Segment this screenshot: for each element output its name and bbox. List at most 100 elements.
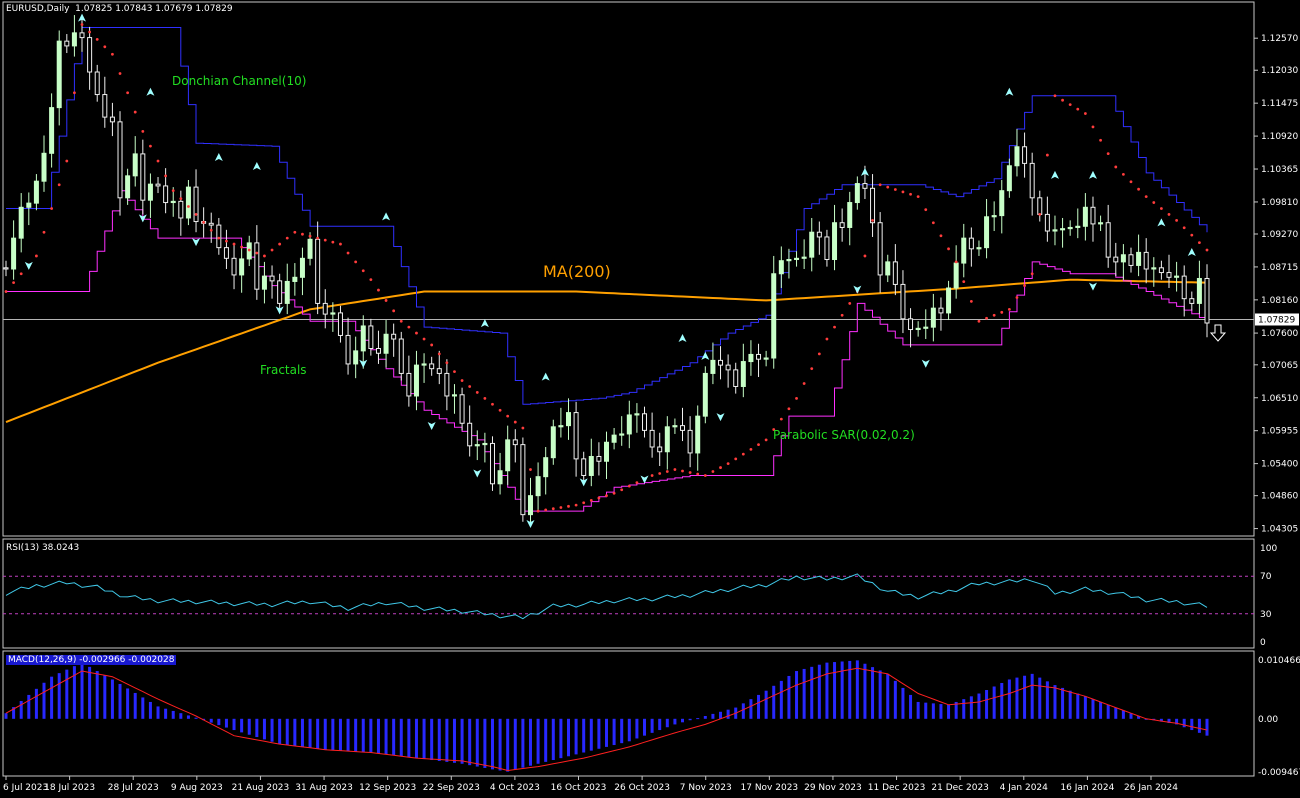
price-tick-label: 1.04305	[1261, 525, 1298, 535]
candle-body	[489, 442, 495, 485]
candle-body	[170, 200, 176, 204]
sar-dot	[840, 313, 844, 317]
sar-dot	[536, 509, 540, 513]
date-tick-label: 18 Jul 2023	[44, 783, 95, 793]
macd-hist-bar	[726, 709, 730, 719]
sar-dot	[430, 343, 434, 347]
sar-dot	[719, 466, 722, 469]
sar-dot	[126, 91, 130, 95]
macd-hist-bar	[772, 685, 776, 719]
macd-hist-bar	[665, 718, 669, 728]
date-tick-label: 21 Dec 2023	[931, 783, 989, 793]
macd-hist-bar	[1015, 677, 1019, 719]
sar-dot	[749, 447, 753, 451]
rsi-tick-label: 100	[1260, 544, 1277, 554]
macd-hist-bar	[1045, 681, 1049, 719]
candle-body	[778, 260, 784, 275]
sar-dot	[1167, 213, 1171, 216]
candle-body	[330, 312, 336, 315]
macd-hist-bar	[34, 688, 38, 719]
sar-dot	[377, 288, 380, 292]
macd-hist-bar	[217, 718, 221, 726]
candle-body	[892, 261, 898, 285]
fractal-down-icon	[24, 261, 33, 270]
sar-dot	[1061, 98, 1064, 102]
sar-dot	[164, 174, 168, 178]
fractal-up-icon	[1157, 218, 1166, 227]
sar-dot	[802, 382, 806, 385]
sar-dot	[871, 218, 874, 222]
macd-hist-bar	[749, 699, 753, 719]
macd-hist-bar	[270, 718, 274, 742]
sar-dot	[308, 234, 312, 238]
candle-body	[178, 200, 184, 219]
fractal-down-icon	[716, 413, 725, 422]
sar-dot	[4, 290, 8, 293]
candle-body	[185, 186, 191, 219]
candle-body	[436, 368, 442, 374]
macd-hist-bar	[50, 676, 54, 719]
sar-dot	[711, 470, 715, 473]
macd-hist-bar	[27, 694, 31, 719]
sar-dot	[817, 352, 821, 356]
rsi-tick-label: 0	[1260, 638, 1266, 648]
candle-body	[809, 231, 815, 258]
macd-hist-bar	[1106, 704, 1110, 719]
macd-hist-bar	[779, 680, 783, 719]
donchian-annotation: Donchian Channel(10)	[172, 74, 307, 88]
sar-dot	[415, 331, 418, 335]
date-tick-label: 26 Jan 2024	[1124, 783, 1178, 793]
candle-body	[748, 353, 754, 363]
candle-body	[79, 32, 85, 39]
sar-dot	[141, 129, 145, 133]
price-tick-label: 1.07600	[1261, 329, 1298, 339]
fractal-up-icon	[1187, 247, 1196, 256]
macd-hist-bar	[650, 718, 654, 733]
sar-dot	[422, 337, 426, 341]
candle-body	[801, 256, 807, 259]
candle-body	[702, 372, 708, 417]
price-frame	[2, 1, 1255, 537]
fractal-up-icon	[1088, 170, 1097, 179]
sar-dot	[521, 426, 525, 430]
candle-body	[512, 439, 518, 446]
candle-body	[254, 242, 260, 290]
candle-body	[1174, 275, 1180, 278]
macd-hist-bar	[1061, 687, 1065, 719]
macd-hist-bar	[863, 663, 867, 719]
sar-dot	[582, 501, 586, 505]
sar-dot	[1137, 187, 1140, 191]
candle-body	[337, 312, 343, 336]
sar-dot	[1091, 125, 1095, 129]
sar-dot	[681, 469, 684, 473]
sar-dot	[475, 391, 479, 394]
sar-dot	[217, 236, 221, 240]
macd-hist-bar	[483, 718, 487, 768]
candle-body	[41, 152, 47, 182]
sar-dot	[407, 325, 411, 329]
macd-hist-bar	[19, 701, 23, 719]
ohlc-values: 1.07825 1.07843 1.07679 1.07829	[75, 4, 233, 14]
rsi-tick-label: 30	[1260, 610, 1272, 620]
macd-tick-label: -0.009467	[1258, 768, 1300, 778]
macd-hist-bar	[893, 680, 897, 719]
sar-dot	[1045, 153, 1049, 157]
date-tick-label: 4 Jan 2024	[1000, 783, 1048, 793]
sar-dot	[1205, 248, 1209, 252]
macd-hist-bar	[369, 718, 373, 753]
candle-body	[657, 446, 663, 453]
macd-hist-bar	[1023, 675, 1027, 719]
candle-body	[87, 37, 93, 73]
candle-body	[649, 429, 655, 448]
candle-body	[1075, 225, 1081, 228]
candle-body	[1098, 222, 1104, 225]
macd-hist-bar	[1038, 677, 1042, 719]
candle-body	[109, 116, 115, 123]
sar-dot	[133, 110, 137, 114]
candle-body	[1158, 267, 1164, 274]
sar-dot	[916, 195, 920, 199]
sar-dot	[301, 232, 304, 236]
macd-hist-bar	[194, 717, 198, 719]
sar-dot	[270, 248, 274, 252]
